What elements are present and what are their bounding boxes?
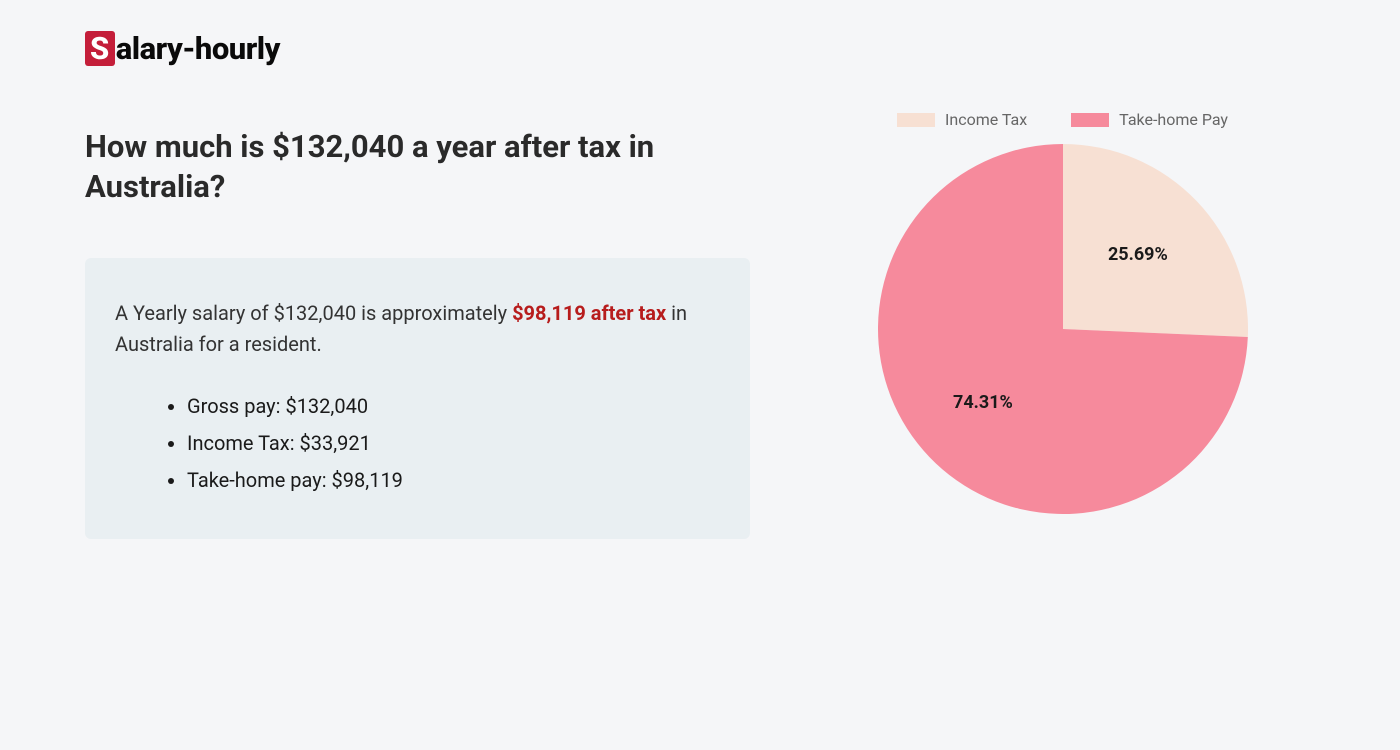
summary-text: A Yearly salary of $132,040 is approxima… [115,298,720,360]
pie-svg [878,144,1248,514]
site-logo: Salary-hourly [85,30,805,67]
right-column: Income Tax Take-home Pay 25.69% 74.31% [805,30,1320,720]
summary-box: A Yearly salary of $132,040 is approxima… [85,258,750,539]
pie-chart: 25.69% 74.31% [878,144,1248,514]
logo-badge: S [85,31,115,66]
legend-label: Take-home Pay [1119,110,1228,129]
list-item: Income Tax: $33,921 [187,425,720,462]
left-column: Salary-hourly How much is $132,040 a yea… [85,30,805,720]
legend-swatch [897,113,935,127]
slice-label-take-home: 74.31% [953,392,1013,413]
slice-label-income-tax: 25.69% [1108,244,1168,265]
legend-item-income-tax: Income Tax [897,110,1027,129]
legend-swatch [1071,113,1109,127]
detail-list: Gross pay: $132,040 Income Tax: $33,921 … [115,388,720,499]
legend-item-take-home: Take-home Pay [1071,110,1228,129]
page-title: How much is $132,040 a year after tax in… [85,127,725,208]
list-item: Gross pay: $132,040 [187,388,720,425]
logo-text: alary-hourly [116,30,280,67]
legend-label: Income Tax [945,110,1027,129]
summary-highlight: $98,119 after tax [512,301,666,325]
page-container: Salary-hourly How much is $132,040 a yea… [0,0,1400,750]
summary-prefix: A Yearly salary of $132,040 is approxima… [115,301,512,325]
chart-legend: Income Tax Take-home Pay [897,110,1228,129]
list-item: Take-home pay: $98,119 [187,462,720,499]
